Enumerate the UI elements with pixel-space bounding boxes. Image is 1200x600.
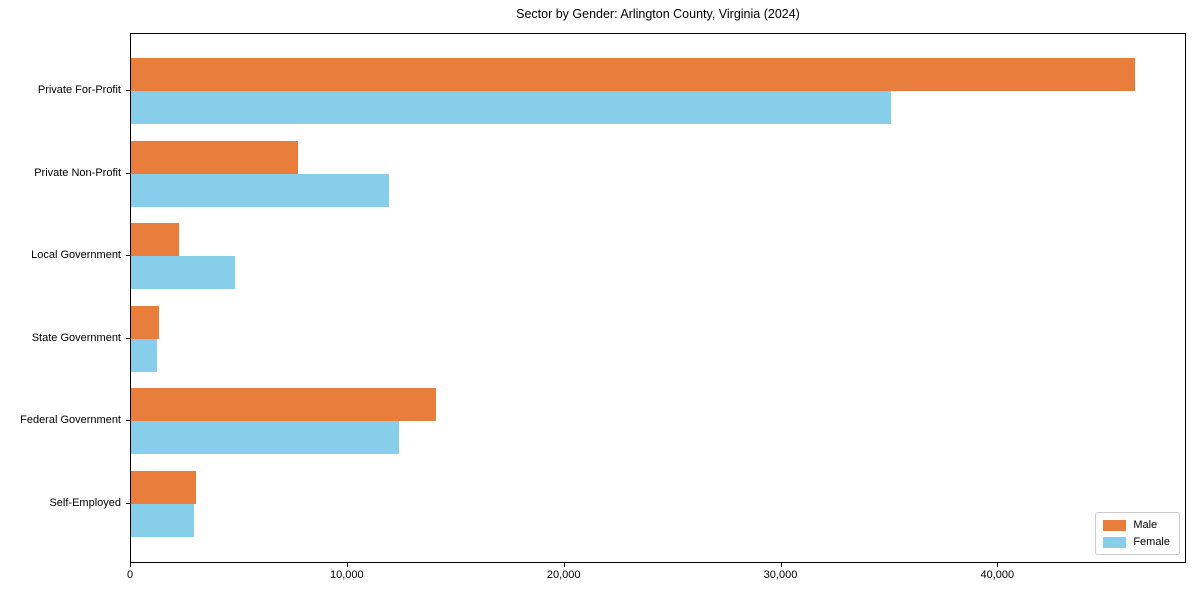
legend-swatch-female (1103, 536, 1127, 548)
x-tick-mark (563, 563, 565, 567)
y-tick-mark (126, 255, 130, 257)
legend-label: Male (1133, 519, 1158, 531)
bar-male-state-government (131, 305, 160, 339)
bar-female-state-government (131, 338, 157, 372)
bar-male-private-for-profit (131, 58, 1136, 91)
bar-male-self-employed (131, 471, 196, 504)
plot-area: Male Female (130, 33, 1186, 563)
bar-female-private-non-profit (131, 173, 389, 207)
x-tick-mark (780, 563, 782, 567)
legend: Male Female (1095, 512, 1180, 555)
bar-female-private-for-profit (131, 91, 891, 124)
bar-female-local-government (131, 256, 235, 290)
y-tick-mark (126, 172, 130, 174)
y-tick-mark (126, 503, 130, 504)
y-tick-label: State Government (31, 331, 121, 344)
y-tick-mark (126, 420, 130, 422)
legend-label: Female (1133, 536, 1170, 548)
x-tick-label: 30,000 (763, 569, 798, 581)
x-tick-mark (130, 563, 131, 567)
x-tick-mark (997, 563, 999, 567)
y-tick-mark (126, 337, 130, 339)
legend-swatch-male (1103, 519, 1127, 531)
y-tick-label: Federal Government (20, 414, 121, 427)
x-axis: 0 10,000 20,000 30,000 40,000 (126, 563, 1186, 593)
bar-male-local-government (131, 223, 179, 257)
y-axis: Private For-Profit Private Non-Profit Loca… (0, 33, 130, 563)
bar-male-federal-government (131, 388, 437, 422)
legend-entry-male: Male (1103, 519, 1170, 531)
x-tick-label: 40,000 (980, 569, 1015, 581)
bar-male-private-non-profit (131, 140, 298, 174)
y-tick-label: Local Government (31, 249, 121, 262)
legend-entry-female: Female (1103, 536, 1170, 548)
bar-female-federal-government (131, 421, 400, 455)
x-tick-mark (346, 563, 348, 567)
chart-title: Sector by Gender: Arlington County, Virg… (516, 7, 800, 21)
bar-female-self-employed (131, 504, 194, 537)
y-tick-label: Private Non-Profit (34, 166, 121, 179)
y-tick-label: Private For-Profit (37, 84, 121, 96)
x-tick-label: 10,000 (330, 569, 364, 581)
x-tick-label: 20,000 (546, 569, 581, 581)
y-tick-label: Self-Employed (49, 497, 121, 509)
y-tick-mark (126, 90, 130, 91)
x-tick-label: 0 (126, 569, 134, 581)
